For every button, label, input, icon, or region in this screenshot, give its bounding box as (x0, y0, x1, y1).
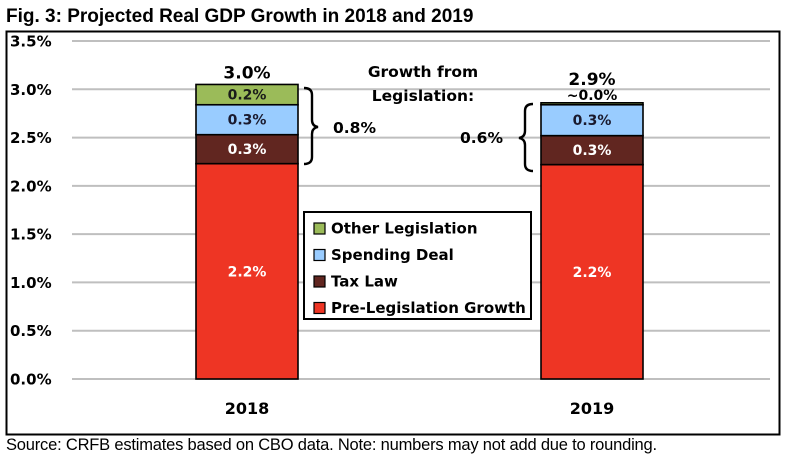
chart-title: Fig. 3: Projected Real GDP Growth in 201… (6, 6, 474, 27)
legend-item: Pre-Legislation Growth (313, 299, 526, 317)
y-tick-label: 3.5% (10, 33, 52, 51)
legend-swatch (313, 222, 326, 235)
legend-label: Spending Deal (331, 246, 454, 264)
bar-segment-tax-law (540, 134, 644, 166)
source-note: Source: CRFB estimates based on CBO data… (6, 436, 657, 454)
bracket-2019 (518, 102, 534, 173)
segment-label: 0.2% (228, 88, 267, 104)
bars: 2.2% 0.3% 0.3% 0.2% 3.0% 2.2% 0.3% 0.3% ~0.0%2.9… (195, 63, 644, 380)
total-label-2019: 2.9% (568, 70, 615, 90)
x-category-label: 2019 (570, 399, 615, 418)
legend-label: Other Legislation (331, 220, 478, 238)
legend-swatch (313, 301, 326, 315)
segment-label: 0.3% (228, 113, 267, 129)
segment-label-small: ~0.0% (567, 88, 618, 104)
y-tick-label: 3.0% (10, 81, 52, 99)
y-tick-label: 0.0% (10, 371, 52, 389)
segment-label: 2.2% (573, 265, 612, 281)
x-category-label: 2018 (225, 399, 270, 418)
legislation-growth-2018: 0.8% (333, 119, 376, 137)
legend-swatch (313, 275, 326, 288)
total-label-2018: 3.0% (223, 63, 270, 83)
bar-stack-2018: 2.2% 0.3% 0.3% 0.2% 3.0% (195, 63, 299, 380)
y-tick-label: 1.0% (10, 274, 52, 292)
bar-stack-2019: 2.2% 0.3% 0.3% ~0.0%2.9% (540, 70, 644, 380)
x-axis-categories: 2018 2019 (225, 399, 615, 418)
y-tick-label: 1.5% (10, 226, 52, 244)
legend-item: Other Legislation (313, 220, 478, 238)
y-axis-ticks: 0.0% 0.5% 1.0% 1.5% 2.0% 2.5% 3.0% 3.5% (10, 33, 52, 389)
bar-segment-other-legislation (195, 83, 299, 106)
bar-segment-tax-law (195, 133, 299, 165)
bar-segment-pre-legislation-growth (195, 162, 299, 380)
legend-label: Tax Law (331, 273, 398, 291)
segment-label: 0.3% (228, 142, 267, 158)
segment-label: 0.3% (573, 143, 612, 159)
y-tick-label: 0.5% (10, 322, 52, 340)
bar-segment-other-legislation (540, 102, 644, 106)
legend-box (303, 211, 532, 320)
annotation-header-line2: Legislation: (372, 87, 474, 105)
segment-label: 0.3% (573, 113, 612, 129)
bar-segment-spending-deal (540, 103, 644, 137)
y-tick-label: 2.5% (10, 129, 52, 147)
legend-swatch (313, 248, 326, 262)
segment-label: 2.2% (228, 264, 267, 280)
bracket-2018 (303, 86, 319, 166)
legend-label: Pre-Legislation Growth (331, 299, 526, 317)
annotations: Growth from Legislation: 0.8% 0.6% (303, 63, 534, 173)
legend-item: Tax Law (313, 273, 398, 291)
legislation-growth-2019: 0.6% (460, 129, 503, 147)
bar-segment-spending-deal (195, 103, 299, 136)
y-tick-label: 2.0% (10, 177, 52, 195)
bar-segment-pre-legislation-growth (540, 163, 644, 380)
annotation-header-line1: Growth from (368, 63, 478, 81)
legend: Other Legislation Spending Deal Tax Law Pre… (303, 211, 532, 320)
legend-item: Spending Deal (313, 246, 454, 264)
plot-frame (5, 30, 781, 436)
